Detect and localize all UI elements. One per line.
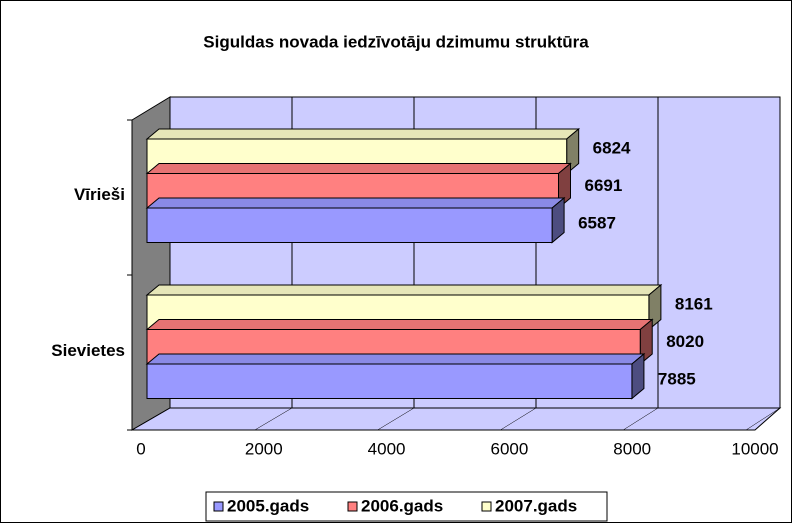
- data-label: 8020: [666, 332, 704, 351]
- data-label: 8161: [675, 294, 713, 313]
- x-tick-label: 8000: [613, 439, 651, 458]
- data-label: 6824: [593, 138, 631, 157]
- x-tick-label: 10000: [731, 439, 778, 458]
- bar-top: [145, 197, 566, 209]
- legend-swatch: [213, 501, 224, 512]
- data-label: 6691: [584, 176, 622, 195]
- bar-top: [145, 284, 663, 296]
- x-tick-label: 0: [136, 439, 145, 458]
- floor: [130, 407, 782, 431]
- legend-box: [205, 491, 608, 522]
- legend-label: 2006.gads: [361, 496, 443, 515]
- legend-label: 2005.gads: [227, 496, 309, 515]
- bar: [146, 363, 633, 399]
- x-tick-label: 6000: [490, 439, 528, 458]
- floor-grid-line: [745, 407, 781, 431]
- y-tick-label: Sievietes: [51, 341, 125, 360]
- floor-grid-line: [377, 407, 415, 431]
- bar: [146, 207, 553, 243]
- data-label: 6587: [578, 213, 616, 232]
- legend-label: 2007.gads: [495, 496, 577, 515]
- bar-top: [145, 163, 572, 174]
- y-tick-label: Vīrieši: [74, 185, 125, 204]
- floor-grid-line: [623, 407, 659, 431]
- floor-grid-line: [500, 407, 537, 431]
- floor-grid-line: [254, 407, 293, 431]
- bar-top: [145, 353, 646, 365]
- x-tick-label: 4000: [368, 439, 406, 458]
- bar-top: [145, 128, 581, 140]
- floor-grid-line: [131, 407, 171, 431]
- legend-swatch: [481, 501, 492, 512]
- x-tick-label: 2000: [245, 439, 283, 458]
- data-label: 7885: [658, 369, 696, 388]
- legend-swatch: [347, 501, 358, 512]
- chart-title: Siguldas novada iedzīvotāju dzimumu stru…: [203, 32, 589, 51]
- bar-top: [145, 319, 654, 330]
